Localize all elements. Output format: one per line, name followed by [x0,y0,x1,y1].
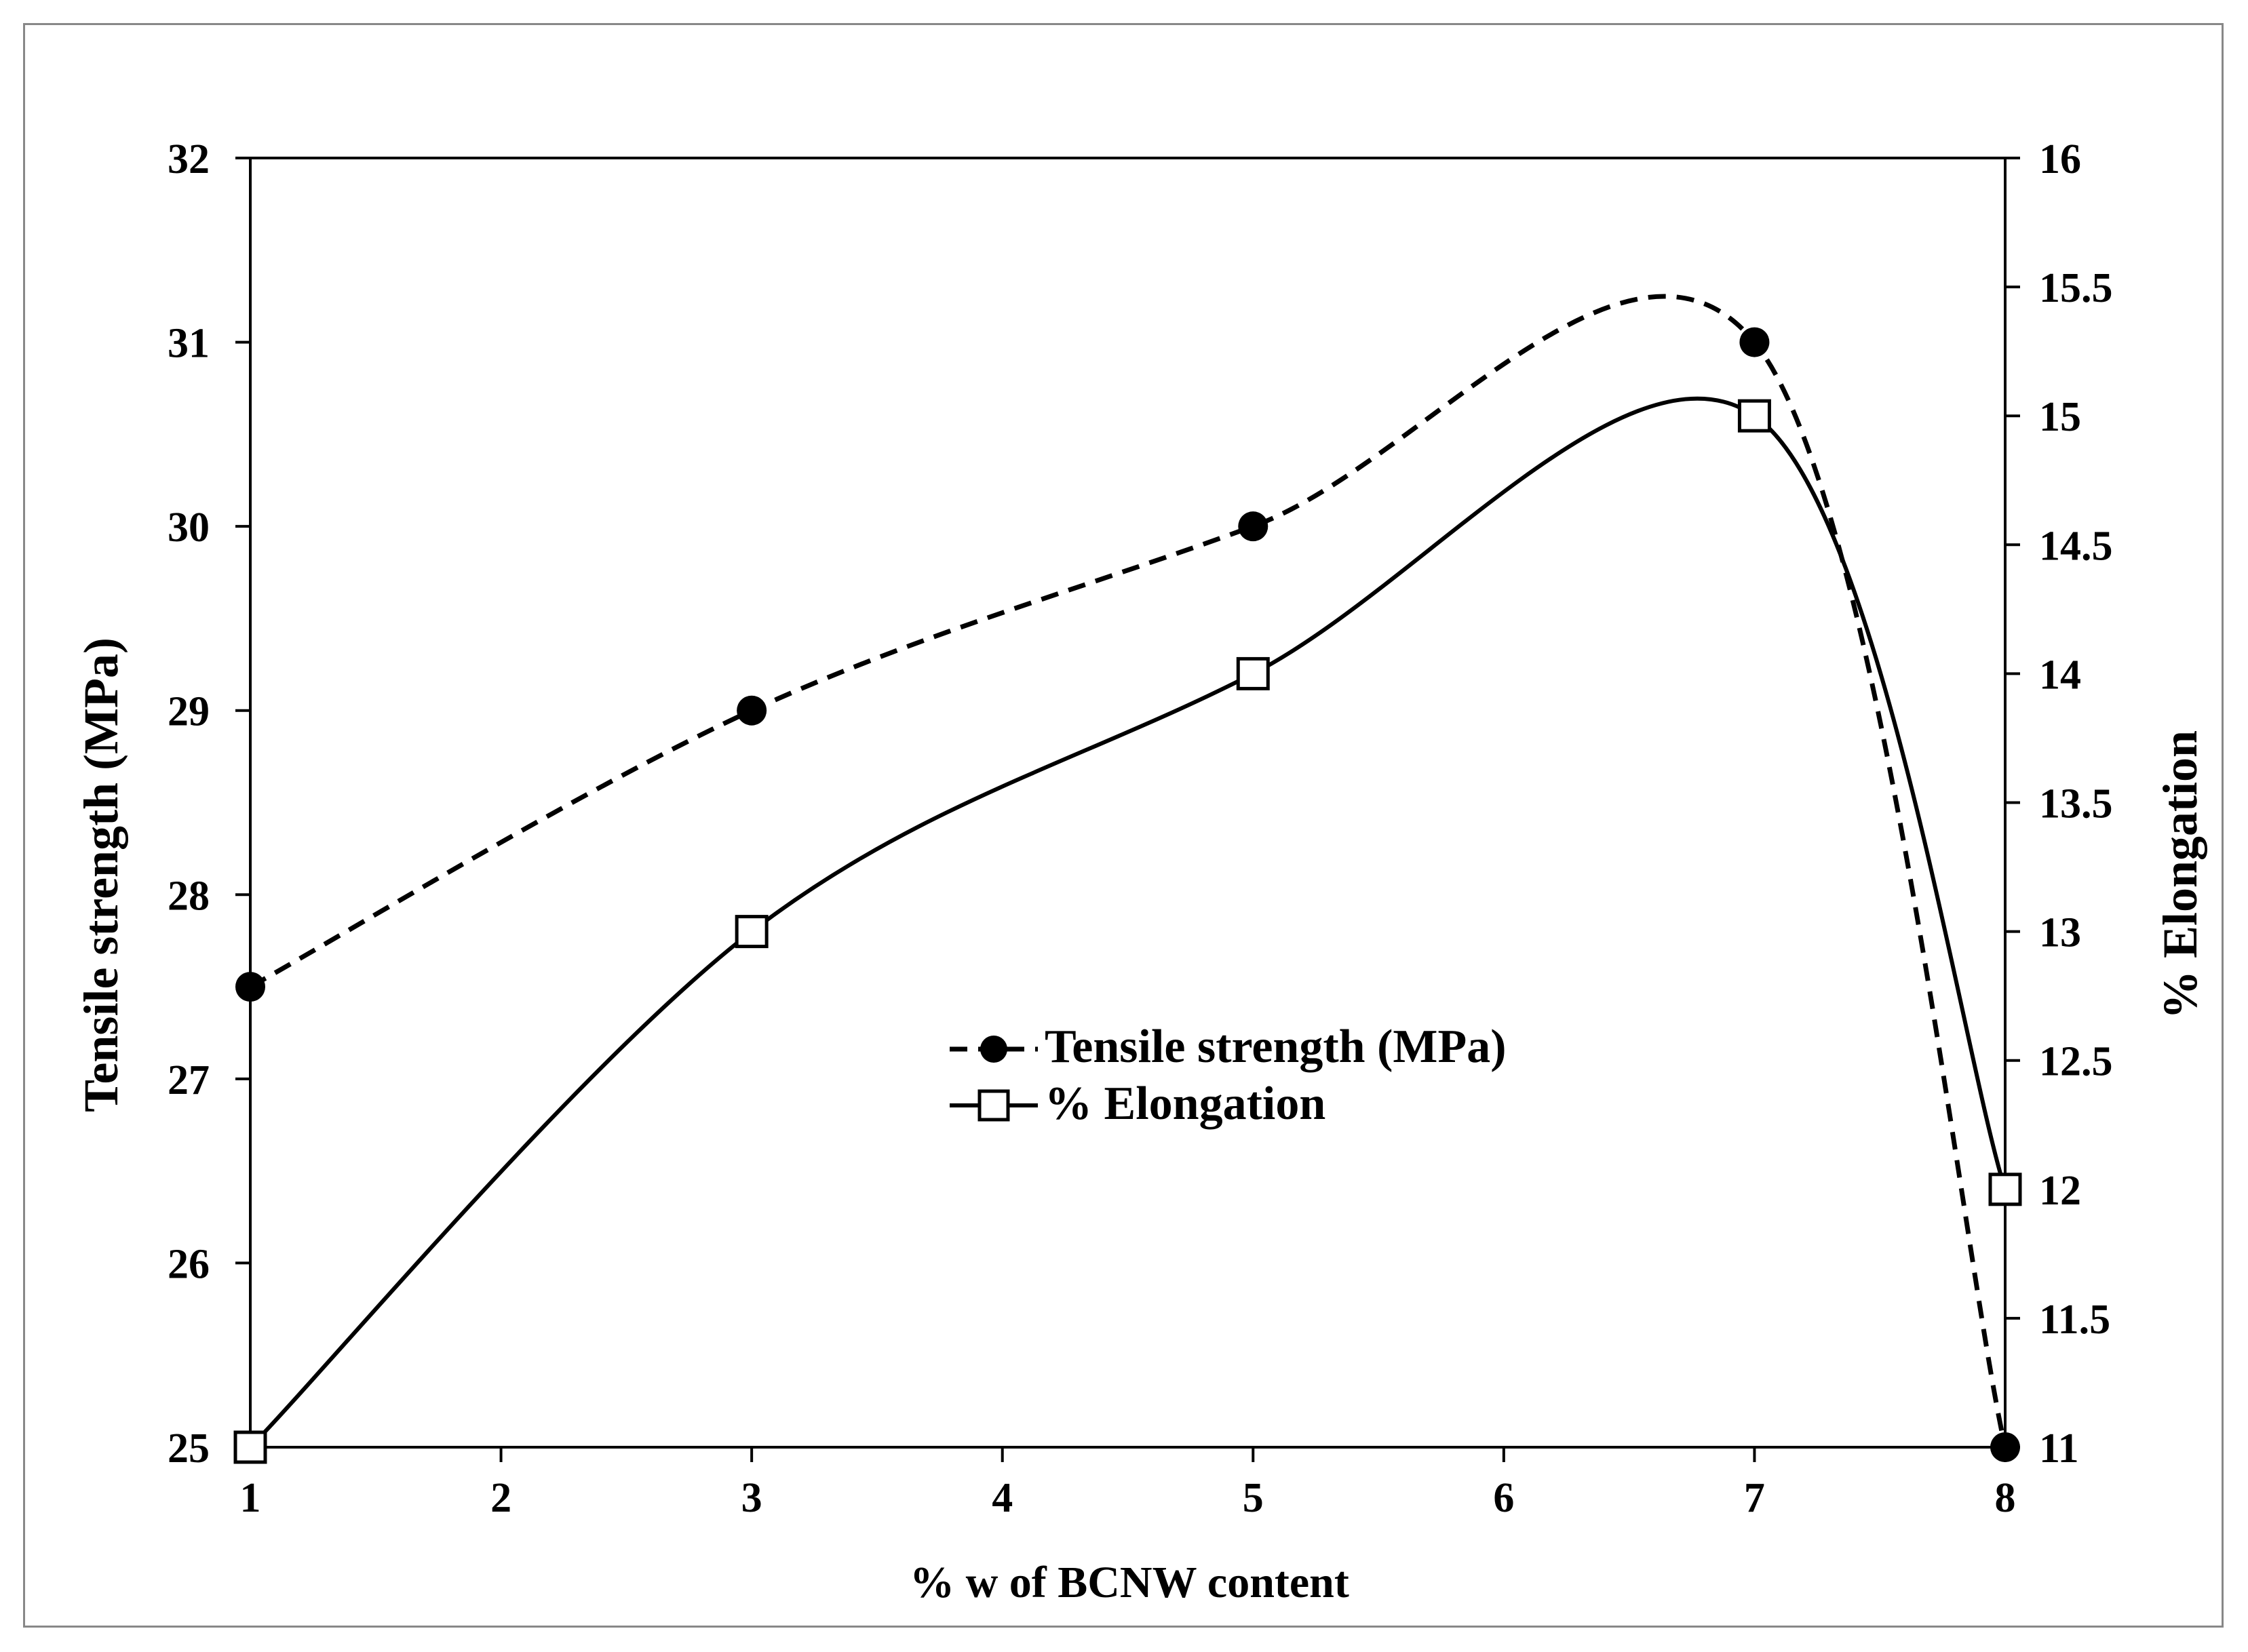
series-layer [233,294,2022,1464]
plot-area-border [249,157,2007,1449]
elongation-point [735,915,769,949]
y-right-tick-label: 13.5 [2039,781,2113,827]
elongation-point [1236,656,1270,690]
x-tick-label: 2 [490,1475,511,1521]
y-right-tick-label: 12 [2039,1168,2081,1214]
y-right-tick-label: 12.5 [2039,1039,2113,1085]
x-axis-label: % w of BCNW content [910,1558,1349,1607]
x-tick-label: 6 [1493,1475,1514,1521]
tensile-strength-point [737,695,767,726]
y-right-tick-label: 11.5 [2039,1297,2110,1343]
y-left-tick-label: 27 [168,1057,210,1103]
y-left-tick-label: 32 [168,136,210,182]
y-right-tick-label: 16 [2039,136,2081,182]
legend-label-elongation: % Elongation [1045,1078,1325,1130]
tensile-strength-point [1990,1432,2020,1462]
legend-marker-tensile [980,1036,1007,1063]
y-left-tick-label: 26 [168,1241,210,1287]
tensile-strength-point [1739,327,1770,357]
y-left-tick-label: 30 [168,505,210,551]
legend: Tensile strength (MPa) % Elongation [950,1021,1507,1130]
elongation-line [248,396,2007,1449]
tensile-strength-point [235,972,265,1002]
figure-frame [23,23,2224,1628]
y-axis-label-right: % Elongation [2153,730,2207,1019]
elongation-point [1737,399,1771,433]
y-right-tick-label: 15 [2039,394,2081,440]
y-right-tick-label: 14 [2039,652,2081,698]
tensile-strength-point [1238,511,1268,542]
y-left-tick-label: 25 [168,1425,210,1472]
legend-marker-elongation [977,1089,1010,1122]
y-right-tick-label: 15.5 [2039,265,2113,311]
y-left-tick-label: 28 [168,873,210,919]
x-tick-label: 1 [240,1475,261,1521]
y-left-tick-label: 31 [168,321,210,367]
y-right-tick-label: 13 [2039,910,2081,956]
legend-label-tensile: Tensile strength (MPa) [1045,1021,1507,1073]
y-left-tick-label: 29 [168,689,210,735]
y-axis-label-left: Tensile strength (MPa) [74,637,128,1112]
elongation-point [1988,1173,2022,1206]
x-tick-label: 7 [1744,1475,1765,1521]
y-right-tick-label: 11 [2039,1425,2079,1472]
x-tick-label: 4 [992,1475,1013,1521]
x-tick-label: 3 [741,1475,762,1521]
tensile-strength-line [249,294,2008,1448]
tick-labels: 1 2 3 4 5 6 7 825262728293031321111.51212.51313… [168,136,2113,1521]
y-right-tick-label: 14.5 [2039,523,2113,569]
x-tick-label: 5 [1243,1475,1264,1521]
elongation-point [233,1430,267,1464]
x-tick-label: 8 [1995,1475,2016,1521]
